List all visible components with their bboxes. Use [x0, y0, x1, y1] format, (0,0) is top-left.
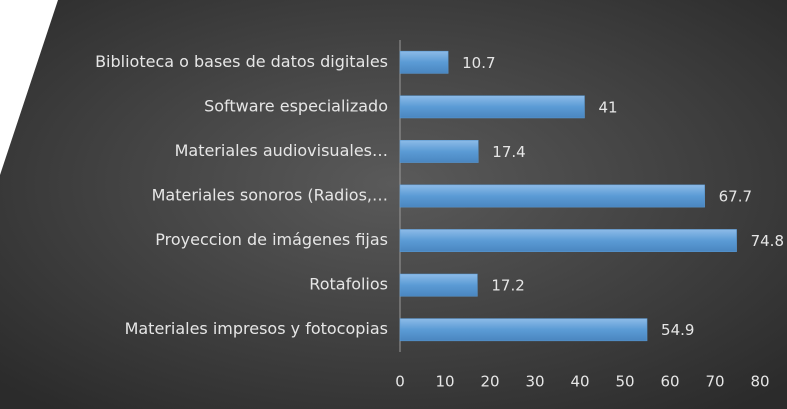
value-label: 10.7 — [462, 54, 495, 72]
y-tick-label: Software especializado — [204, 96, 388, 115]
x-tick-label: 10 — [435, 373, 454, 391]
value-label: 74.8 — [751, 232, 784, 250]
y-tick-label: Materiales impresos y fotocopias — [125, 319, 388, 338]
x-tick-label: 60 — [660, 373, 679, 391]
bar — [399, 229, 737, 252]
x-tick-label: 80 — [750, 373, 769, 391]
value-label: 41 — [599, 98, 618, 116]
bar — [399, 95, 585, 119]
x-tick-label: 40 — [570, 373, 589, 391]
value-label: 17.4 — [492, 143, 525, 161]
corner-shape — [0, 0, 58, 175]
y-tick-label: Proyeccion de imágenes fijas — [155, 230, 388, 249]
bar — [399, 273, 478, 297]
y-tick-label: Materiales sonoros (Radios,… — [152, 186, 388, 205]
x-tick-label: 20 — [480, 373, 499, 391]
value-label: 17.2 — [491, 277, 524, 295]
bar — [399, 318, 648, 342]
x-tick-label: 70 — [705, 373, 724, 391]
bar — [399, 184, 705, 208]
y-tick-label: Rotafolios — [309, 275, 388, 294]
y-tick-label: Biblioteca o bases de datos digitales — [95, 52, 388, 71]
y-tick-label: Materiales audiovisuales… — [175, 141, 388, 160]
x-tick-label: 0 — [395, 373, 405, 391]
value-label: 67.7 — [719, 188, 752, 206]
bar — [399, 50, 449, 74]
bar — [399, 140, 479, 163]
x-tick-label: 30 — [525, 373, 544, 391]
value-label: 54.9 — [661, 321, 694, 339]
x-tick-label: 50 — [615, 373, 634, 391]
